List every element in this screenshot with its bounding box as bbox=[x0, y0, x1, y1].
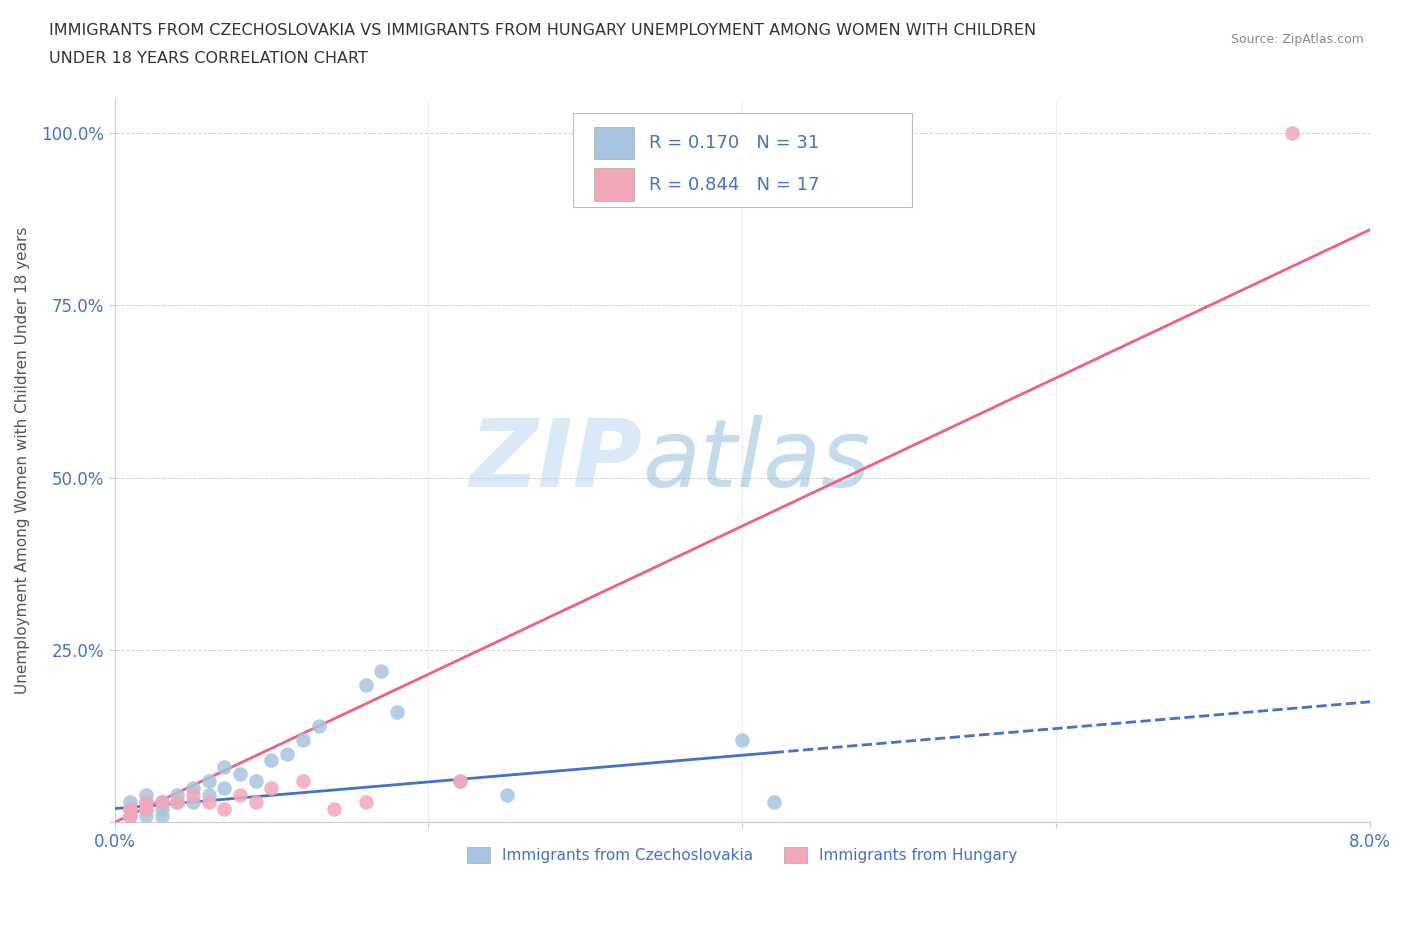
Point bbox=[260, 780, 283, 795]
Point bbox=[762, 794, 785, 809]
Text: Source: ZipAtlas.com: Source: ZipAtlas.com bbox=[1230, 33, 1364, 46]
FancyBboxPatch shape bbox=[595, 168, 634, 201]
Point bbox=[214, 802, 236, 817]
Point bbox=[150, 794, 173, 809]
Point bbox=[291, 774, 314, 789]
Point bbox=[150, 794, 173, 809]
FancyBboxPatch shape bbox=[595, 126, 634, 159]
Point bbox=[229, 788, 252, 803]
Point bbox=[496, 788, 519, 803]
Text: R = 0.170   N = 31: R = 0.170 N = 31 bbox=[650, 134, 820, 152]
Point bbox=[449, 774, 471, 789]
Point bbox=[135, 794, 157, 809]
Point bbox=[135, 794, 157, 809]
Point bbox=[150, 808, 173, 823]
Text: UNDER 18 YEARS CORRELATION CHART: UNDER 18 YEARS CORRELATION CHART bbox=[49, 51, 368, 66]
Point bbox=[135, 802, 157, 817]
Text: R = 0.844   N = 17: R = 0.844 N = 17 bbox=[650, 176, 820, 193]
Point bbox=[385, 705, 408, 720]
Point bbox=[120, 802, 142, 817]
Point bbox=[260, 753, 283, 768]
Text: ZIP: ZIP bbox=[470, 415, 643, 507]
Point bbox=[354, 794, 377, 809]
Point bbox=[120, 794, 142, 809]
Point bbox=[120, 808, 142, 823]
Point bbox=[150, 802, 173, 817]
Point bbox=[197, 794, 219, 809]
Point bbox=[308, 719, 330, 734]
Point bbox=[214, 780, 236, 795]
Point bbox=[135, 808, 157, 823]
Text: IMMIGRANTS FROM CZECHOSLOVAKIA VS IMMIGRANTS FROM HUNGARY UNEMPLOYMENT AMONG WOM: IMMIGRANTS FROM CZECHOSLOVAKIA VS IMMIGR… bbox=[49, 23, 1036, 38]
Point bbox=[229, 766, 252, 781]
Point bbox=[370, 663, 392, 678]
Point bbox=[214, 760, 236, 775]
Point bbox=[245, 774, 267, 789]
Point bbox=[181, 788, 204, 803]
Y-axis label: Unemployment Among Women with Children Under 18 years: Unemployment Among Women with Children U… bbox=[15, 227, 30, 695]
FancyBboxPatch shape bbox=[572, 113, 912, 207]
Point bbox=[449, 774, 471, 789]
Point bbox=[245, 794, 267, 809]
Point bbox=[276, 746, 298, 761]
Point bbox=[135, 788, 157, 803]
Point bbox=[181, 780, 204, 795]
Point bbox=[166, 794, 188, 809]
Point bbox=[354, 677, 377, 692]
Point bbox=[166, 788, 188, 803]
Point bbox=[166, 794, 188, 809]
Point bbox=[120, 802, 142, 817]
Legend: Immigrants from Czechoslovakia, Immigrants from Hungary: Immigrants from Czechoslovakia, Immigran… bbox=[461, 841, 1024, 869]
Point bbox=[731, 732, 754, 747]
Text: atlas: atlas bbox=[643, 415, 870, 506]
Point bbox=[135, 802, 157, 817]
Point bbox=[291, 732, 314, 747]
Point bbox=[120, 808, 142, 823]
Point bbox=[323, 802, 346, 817]
Point bbox=[197, 788, 219, 803]
Point bbox=[1281, 126, 1303, 140]
Point bbox=[181, 794, 204, 809]
Point bbox=[197, 774, 219, 789]
